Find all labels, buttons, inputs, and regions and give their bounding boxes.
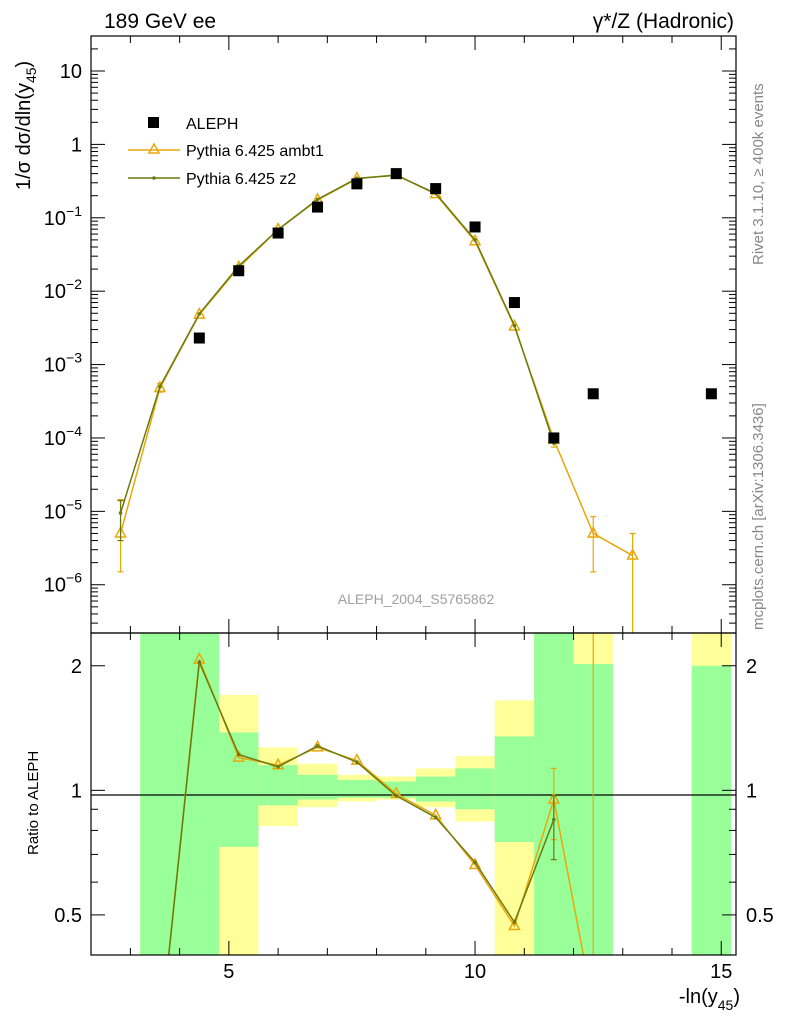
ratio-z2-point: [394, 794, 399, 798]
main-series: [114, 167, 717, 664]
main-ylabel: 1/σ dσ/dln(y45): [13, 61, 39, 190]
ratio-ytick-label: 1: [71, 780, 82, 802]
stat-band: [258, 765, 298, 806]
ratio-ytick-label: 2: [71, 656, 82, 678]
legend-label-ambt1: Pythia 6.425 ambt1: [186, 143, 324, 160]
xtick-label: 5: [223, 961, 234, 983]
stat-band: [297, 774, 338, 800]
legend-marker-ambt1: [147, 142, 161, 154]
stat-band: [337, 779, 377, 798]
stat-band: [691, 665, 732, 955]
x-ticks: 5 10 15: [129, 36, 732, 983]
aleph-point: [508, 297, 520, 309]
source-label: mcplots.cern.ch [arXiv:1306.3436]: [750, 403, 767, 630]
main-ytick-label: 10−2: [44, 276, 82, 303]
stat-band: [140, 633, 180, 955]
analysis-watermark: ALEPH_2004_S5765862: [338, 591, 495, 607]
ratio-z2-point: [355, 760, 359, 764]
ratio-z2-point: [276, 764, 280, 769]
aleph-point: [627, 653, 638, 664]
aleph-point: [115, 653, 126, 664]
aleph-point: [351, 178, 363, 190]
ratio-ambt1-point: [508, 918, 521, 931]
aleph-point: [272, 227, 284, 239]
ratio-ytick-label-right: 0.5: [746, 905, 774, 927]
ambt1-point: [468, 233, 482, 246]
aleph-point: [705, 388, 717, 400]
aleph-point: [469, 221, 481, 233]
ratio-z2-point: [197, 660, 202, 665]
stat-band: [179, 633, 220, 955]
aleph-point: [548, 432, 560, 444]
rivet-label: Rivet 3.1.10, ≥ 400k events: [750, 83, 767, 265]
z2-line: [119, 174, 555, 514]
main-ytick-label: 10: [60, 61, 82, 83]
aleph-point: [390, 168, 402, 180]
ambt1-point: [626, 547, 639, 560]
ratio-z2-point: [552, 817, 556, 822]
stat-band: [219, 732, 259, 847]
main-ytick-label: 10−5: [44, 496, 82, 523]
z2-point: [315, 197, 320, 202]
ratio-ytick-label-right: 2: [746, 656, 757, 678]
z2-point: [197, 312, 202, 316]
ratio-series: [167, 633, 594, 955]
aleph-point: [587, 388, 599, 400]
ratio-ticks: 0.5 0.5 1 1 2 2: [54, 656, 774, 927]
legend-label-z2: Pythia 6.425 z2: [186, 171, 296, 188]
stat-band: [455, 768, 495, 810]
aleph-point: [233, 265, 245, 277]
ratio-bands: [140, 633, 732, 955]
main-ytick-label: 10−4: [44, 423, 82, 450]
ratio-ytick-label-right: 1: [746, 780, 757, 802]
main-ytick-label: 1: [71, 134, 82, 156]
ratio-ambt1-point: [311, 739, 324, 752]
ratio-ylabel: Ratio to ALEPH: [25, 751, 42, 855]
ambt1-line: [119, 174, 633, 557]
ratio-ambt1-point: [271, 757, 285, 770]
ratio-z2-point: [512, 920, 517, 925]
z2-point: [512, 323, 517, 328]
ambt1-point: [508, 318, 521, 331]
ratio-ytick-label: 0.5: [54, 905, 82, 927]
main-ytick-label: 10−1: [44, 203, 82, 230]
ambt1-point: [193, 306, 206, 319]
legend-marker-z2: [152, 176, 156, 180]
ratio-z2-point: [236, 752, 241, 757]
xlabel: -ln(y45): [679, 986, 740, 1013]
ratio-z2-point: [315, 744, 320, 748]
xtick-label: 15: [710, 961, 732, 983]
stat-band: [415, 776, 456, 802]
ambt1-point: [153, 380, 167, 393]
ratio-z2-point: [473, 860, 477, 865]
right-title: γ*/Z (Hadronic): [593, 10, 734, 33]
xtick-label: 10: [464, 961, 486, 983]
ratio-ambt1-point: [232, 749, 245, 762]
z2-point: [118, 511, 123, 515]
aleph-point: [193, 332, 205, 344]
main-ticks: 10 1 10−1 10−2 10−3 10−4 10−5 10−6: [44, 35, 736, 624]
legend: ALEPH Pythia 6.425 ambt1 Pythia 6.425 z2: [128, 116, 324, 188]
ratio-ambt1-point: [350, 752, 364, 765]
legend-marker-aleph: [148, 117, 159, 128]
z2-point: [158, 384, 162, 389]
stat-band: [494, 736, 535, 843]
ratio-z2-point: [433, 815, 438, 820]
left-title: 189 GeV ee: [104, 10, 216, 33]
z2-point: [473, 238, 477, 242]
main-ytick-label: 10−3: [44, 350, 82, 377]
aleph-point: [430, 183, 442, 195]
ratio-z2-line: [167, 659, 555, 955]
aleph-point: [311, 201, 323, 213]
legend-label-aleph: ALEPH: [186, 116, 238, 133]
ambt1-point: [586, 525, 600, 538]
main-ytick-label: 10−6: [44, 570, 82, 597]
ratio-ambt1-point: [468, 857, 482, 870]
ratio-frame: [90, 632, 737, 956]
